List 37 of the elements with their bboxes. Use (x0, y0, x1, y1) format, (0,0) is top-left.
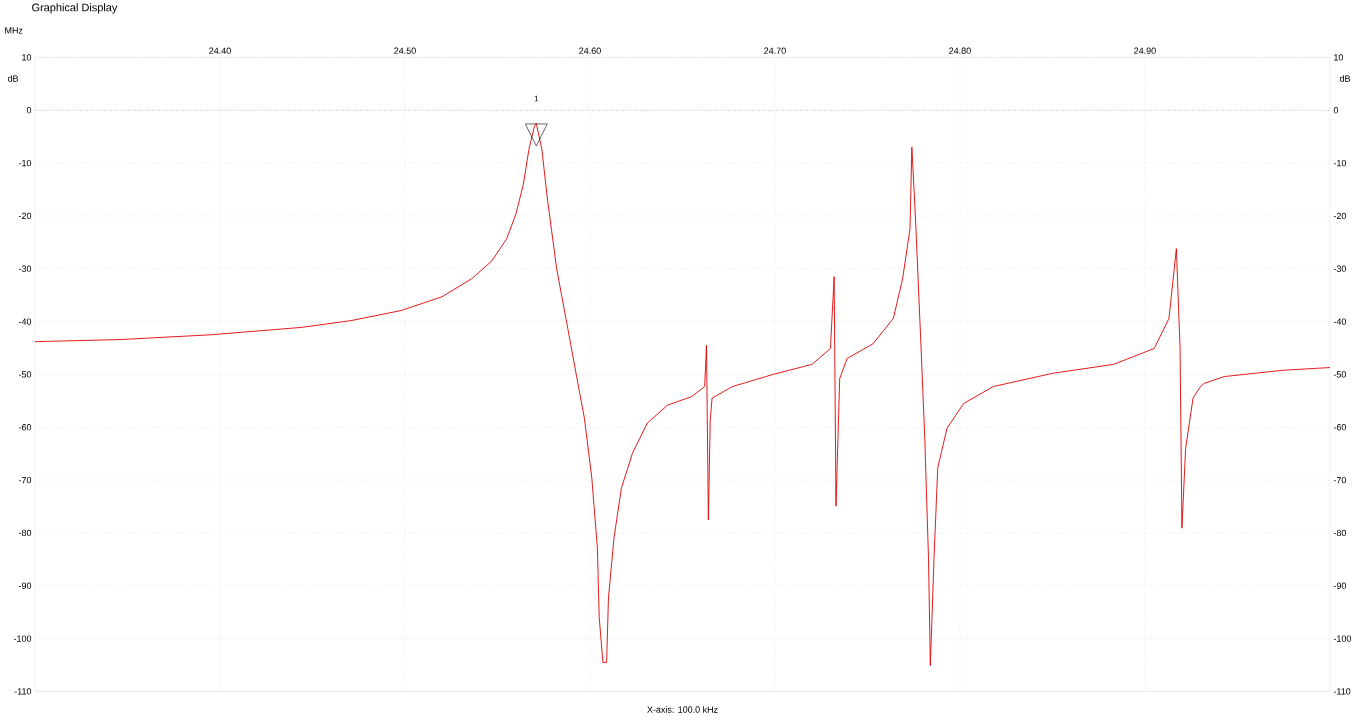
y2-tick-label: -50 (1333, 371, 1347, 378)
x-tick-label: 24.50 (394, 47, 416, 54)
x-tick-label: 24.40 (209, 47, 231, 54)
x-tick-label: 24.60 (579, 47, 601, 54)
y2-tick-label: -90 (1333, 582, 1347, 589)
y2-tick-label: -70 (1333, 476, 1347, 484)
y-tick-label: -60 (18, 423, 32, 431)
x-axis-title: MHz (5, 27, 23, 34)
y-tick-label: -110 (14, 688, 32, 695)
y-tick-label: -70 (18, 476, 32, 484)
chart-title: Graphical Display (32, 3, 118, 14)
y-tick-label: -100 (13, 635, 32, 642)
x-tick-label: 24.80 (949, 47, 971, 54)
y-tick-label: -20 (18, 212, 32, 219)
y2-tick-label: -40 (1333, 318, 1347, 325)
y2-tick-label: -30 (1333, 265, 1347, 272)
y2-tick-label: -20 (1333, 212, 1347, 219)
y-tick-label: -90 (18, 582, 32, 589)
x-tick-label: 24.90 (1134, 47, 1156, 54)
y2-tick-label: -60 (1333, 423, 1347, 431)
y2-tick-label: -80 (1333, 529, 1347, 536)
y-tick-label: -40 (18, 318, 32, 325)
y2-tick-label: -110 (1333, 688, 1351, 695)
y-tick-label: -80 (18, 529, 32, 536)
x-tick-label: 24.70 (764, 47, 786, 54)
y-axis-title: dB (7, 74, 19, 82)
y2-tick-label: -100 (1333, 635, 1352, 642)
text: X-axis: 100.0 kHz (647, 705, 718, 713)
y2-axis-title: dB (1339, 74, 1351, 82)
y-tick-label: -10 (18, 159, 32, 167)
y-tick-label: -50 (18, 371, 32, 378)
y2-tick-label: 10 (1334, 54, 1344, 61)
y-tick-label: 0 (26, 106, 32, 114)
y-tick-label: 10 (22, 54, 32, 61)
y-tick-label: -30 (18, 265, 32, 272)
y2-tick-label: 0 (1333, 106, 1339, 114)
y2-tick-label: -10 (1333, 159, 1347, 167)
